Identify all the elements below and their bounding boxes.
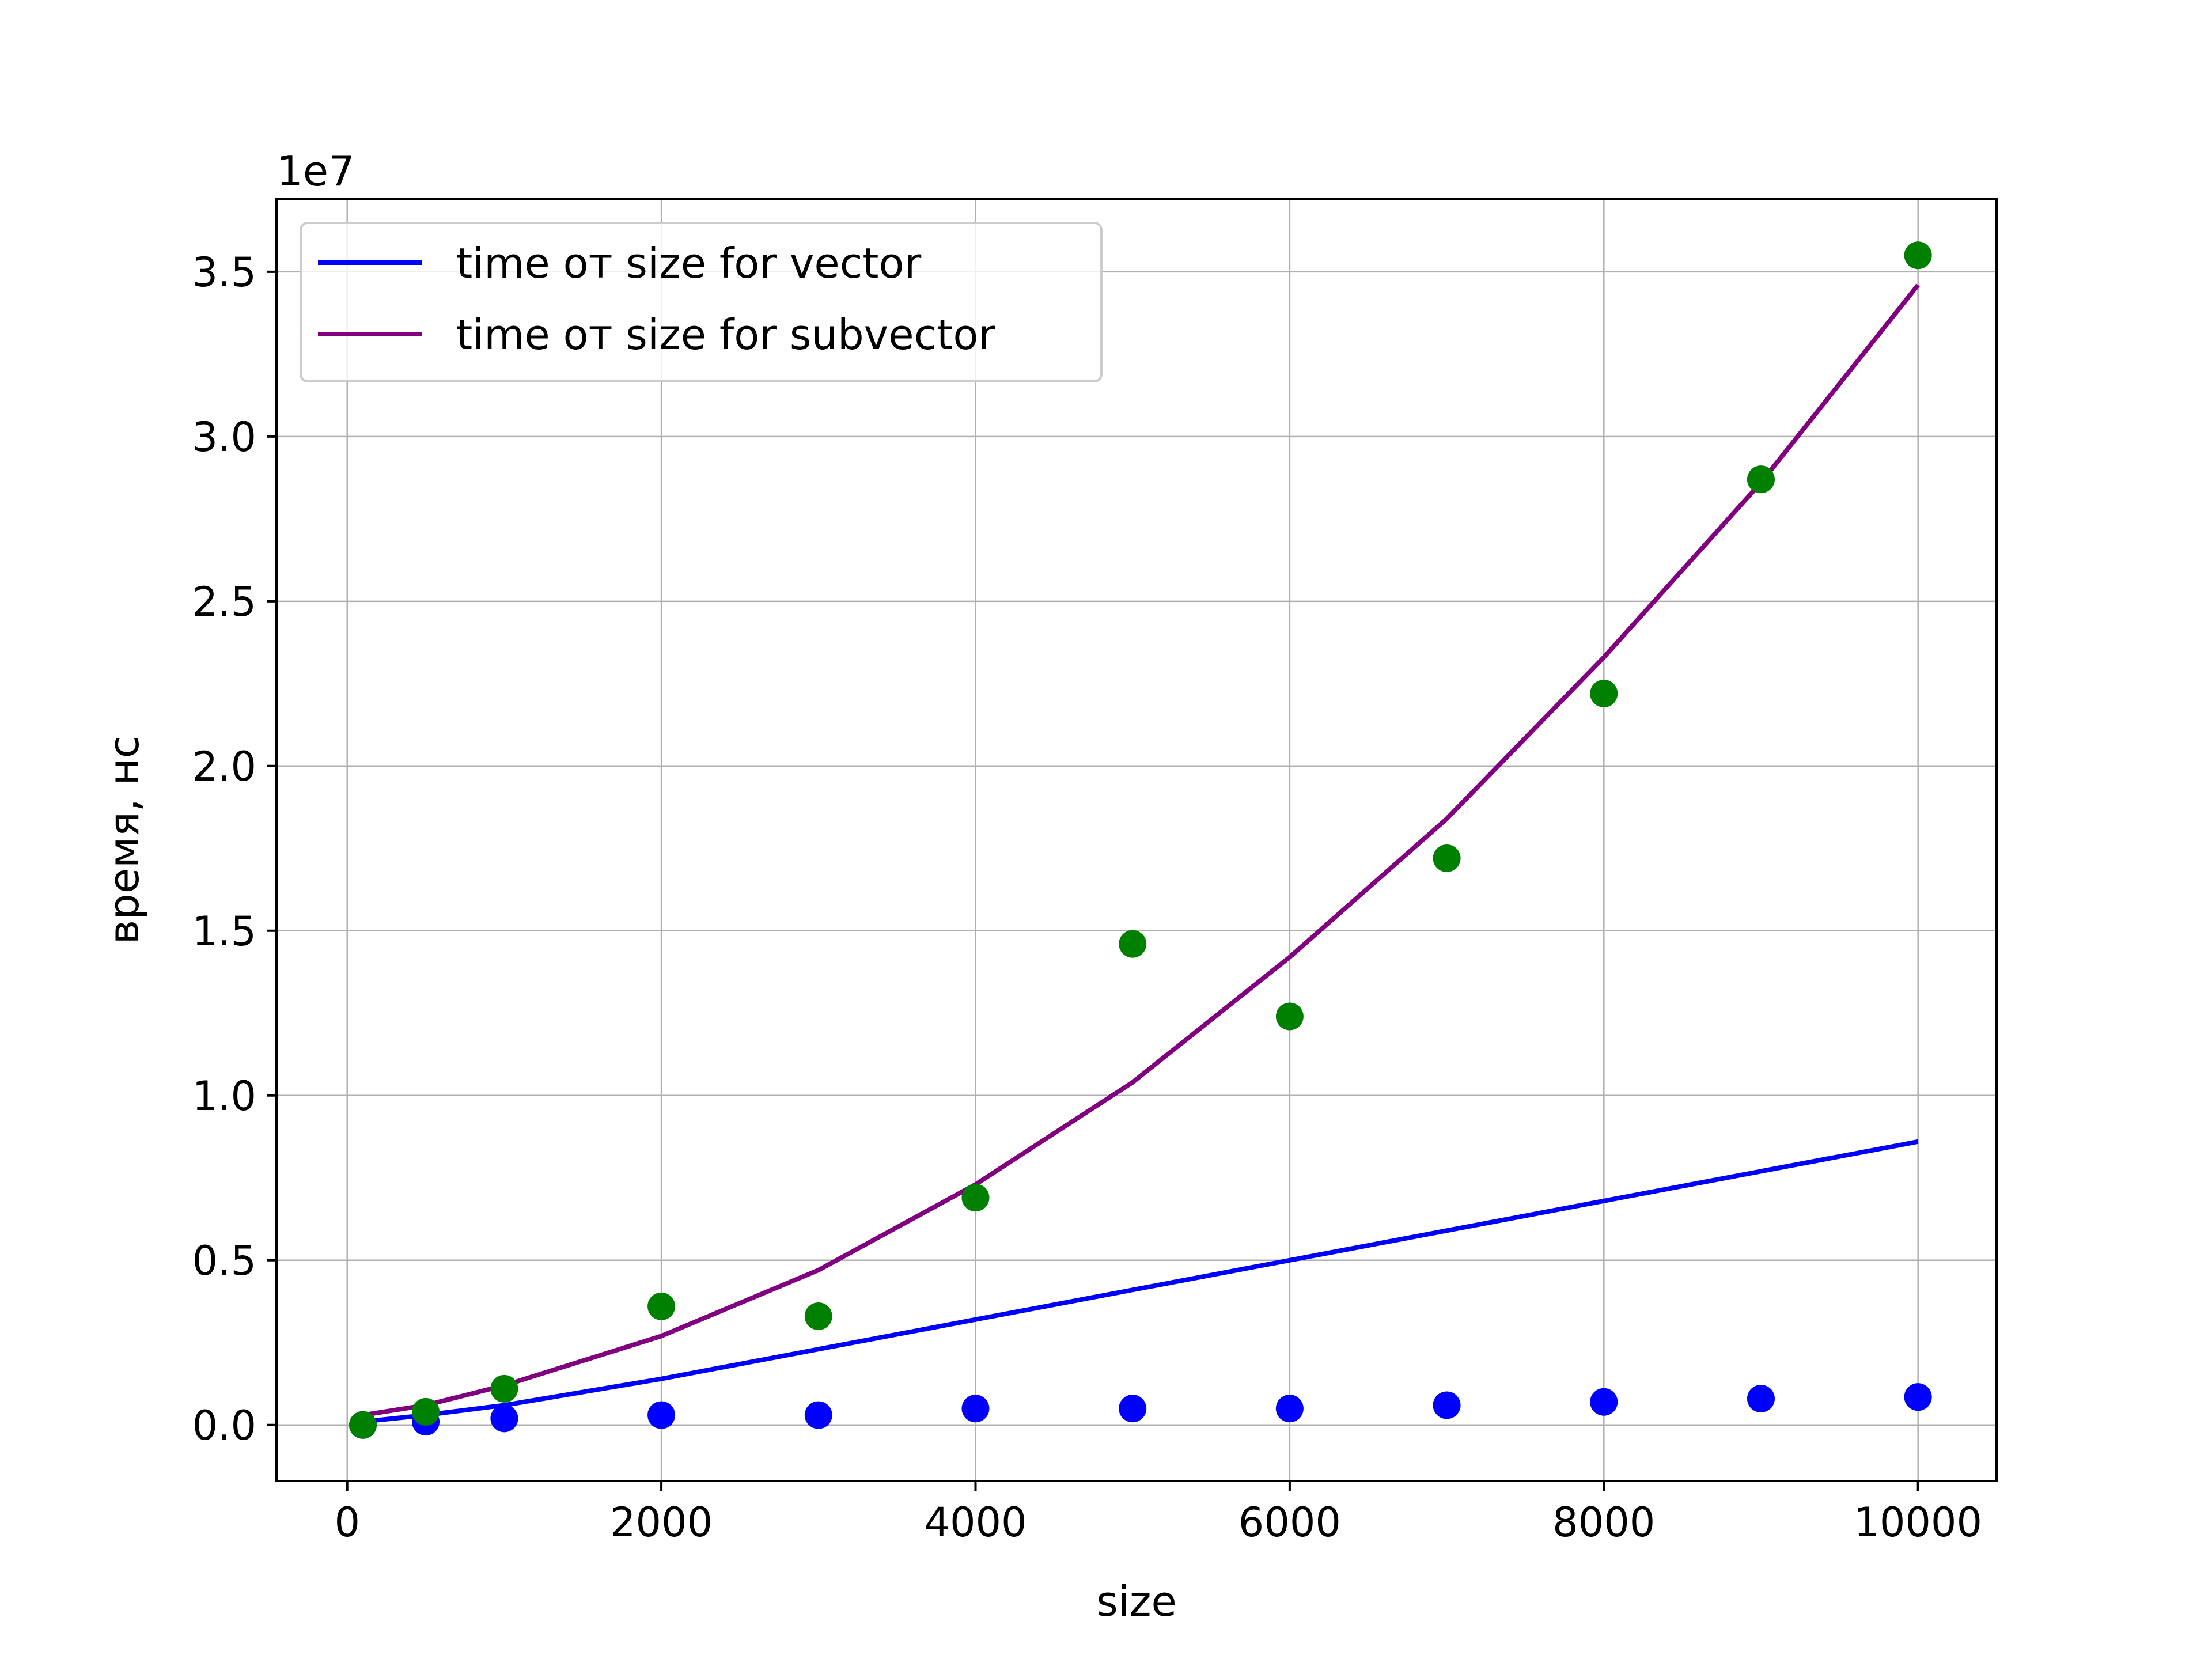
vector-data-point xyxy=(1590,1388,1618,1416)
vector-series-line xyxy=(362,1139,1919,1425)
y-offset-label: 1e7 xyxy=(276,147,355,195)
subvector-data-point xyxy=(1119,930,1147,958)
x-tick-label: 8000 xyxy=(1552,1499,1655,1546)
subvector-data-point xyxy=(1590,679,1618,707)
x-axis-label: size xyxy=(1096,1577,1177,1626)
y-tick-label: 2.5 xyxy=(192,578,256,626)
y-tick-label: 0.5 xyxy=(192,1237,256,1285)
legend-vector-label: time от size for vector xyxy=(456,239,922,287)
y-axis: 0.0 0.5 1.0 1.5 2.0 2.5 3.0 3.5 xyxy=(192,249,276,1449)
plot-area xyxy=(276,199,1997,1481)
vector-data-point xyxy=(1904,1383,1932,1411)
vector-data-point xyxy=(647,1401,676,1429)
subvector-data-point xyxy=(804,1302,832,1331)
plot-frame xyxy=(275,198,1998,1482)
subvector-data-point xyxy=(349,1411,377,1439)
y-tick-label: 1.0 xyxy=(192,1073,256,1120)
vector-data-point xyxy=(804,1401,832,1429)
legend-box xyxy=(300,222,1103,382)
y-tick-label: 3.5 xyxy=(192,249,256,296)
x-tick-label: 10000 xyxy=(1854,1499,1982,1546)
vector-data-point xyxy=(1275,1395,1304,1423)
y-tick-label: 0.0 xyxy=(192,1402,256,1449)
subvector-data-point xyxy=(1433,844,1461,872)
legend-subvector-label: time от size for subvector xyxy=(456,310,995,359)
legend: time от size for vector time от size for… xyxy=(300,222,1103,382)
x-tick-label: 6000 xyxy=(1238,1499,1341,1546)
x-tick-label: 4000 xyxy=(924,1499,1027,1546)
subvector-data-point xyxy=(1904,241,1932,270)
vector-data-point xyxy=(1119,1395,1147,1423)
y-tick-label: 2.0 xyxy=(192,743,256,790)
vector-data-point xyxy=(961,1395,990,1423)
subvector-data-point xyxy=(490,1374,518,1403)
vector-data-point xyxy=(1747,1385,1775,1413)
series-layer xyxy=(349,241,1932,1439)
x-tick-label: 0 xyxy=(334,1499,360,1546)
subvector-data-point xyxy=(961,1184,990,1212)
x-tick-label: 2000 xyxy=(610,1499,713,1546)
vector-data-point xyxy=(1433,1391,1461,1419)
subvector-data-point xyxy=(1747,465,1775,494)
y-tick-label: 3.0 xyxy=(192,414,256,461)
grid xyxy=(276,199,1997,1481)
subvector-data-point xyxy=(412,1397,440,1426)
y-tick-label: 1.5 xyxy=(192,908,256,955)
vector-data-point xyxy=(490,1404,518,1433)
subvector-data-point xyxy=(1275,1002,1304,1031)
y-axis-label: время, нс xyxy=(100,736,148,945)
x-axis: 0 2000 4000 6000 8000 10000 xyxy=(334,1481,1982,1546)
subvector-data-point xyxy=(647,1292,676,1320)
